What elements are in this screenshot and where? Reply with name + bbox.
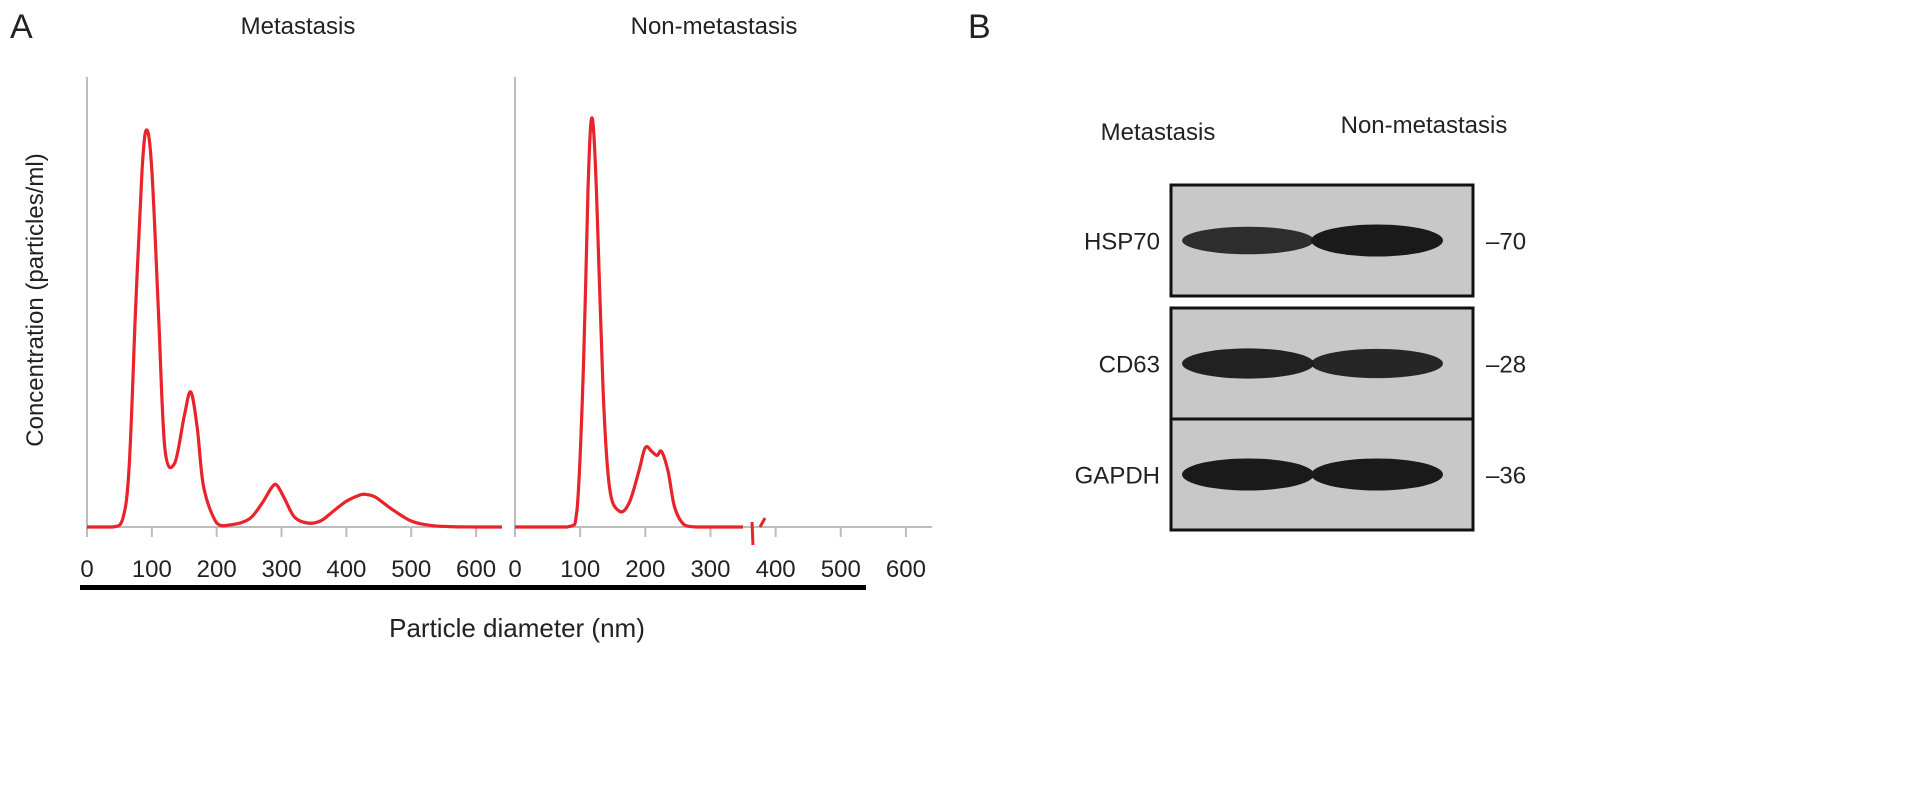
chart-title-non-metastasis: Non-metastasis bbox=[631, 13, 798, 40]
blot-band-lane-1 bbox=[1182, 458, 1314, 491]
x-tick-label-non-metastasis-500: 500 bbox=[821, 556, 861, 583]
blot-column-label-non-metastasis: Non-metastasis bbox=[1341, 112, 1508, 139]
blot-protein-label: CD63 bbox=[1099, 352, 1160, 379]
x-ticks-metastasis: 0 100 200 300 400 500 600 bbox=[80, 527, 496, 583]
x-axis-bracket-bar bbox=[80, 585, 866, 590]
x-tick-label-metastasis-200: 200 bbox=[197, 556, 237, 583]
axes bbox=[86, 77, 932, 528]
x-tick-label-non-metastasis-400: 400 bbox=[756, 556, 796, 583]
blot-marker-label: –70 bbox=[1486, 229, 1526, 256]
blot-band-lane-2 bbox=[1311, 458, 1443, 491]
western-blot-panel: HSP70 –70 CD63 –28 GAPDH –36 bbox=[1075, 183, 1526, 532]
x-axis-label: Particle diameter (nm) bbox=[389, 613, 645, 643]
x-tick-label-non-metastasis-0: 0 bbox=[508, 556, 521, 583]
blot-band-lane-1 bbox=[1182, 226, 1314, 255]
blot-marker-label: –36 bbox=[1486, 463, 1526, 490]
blot-band-lane-2 bbox=[1311, 224, 1443, 257]
x-tick-label-non-metastasis-100: 100 bbox=[560, 556, 600, 583]
x-tick-label-non-metastasis-600: 600 bbox=[886, 556, 926, 583]
chart-title-metastasis: Metastasis bbox=[241, 13, 356, 40]
panel-a-letter: A bbox=[10, 8, 33, 46]
panel-b-letter: B bbox=[968, 8, 991, 46]
x-tick-label-non-metastasis-200: 200 bbox=[625, 556, 665, 583]
series-line-non-metastasis bbox=[515, 116, 743, 529]
blot-marker-label: –28 bbox=[1486, 352, 1526, 379]
x-tick-label-metastasis-600: 600 bbox=[456, 556, 496, 583]
blot-protein-label: HSP70 bbox=[1084, 229, 1160, 256]
blot-protein-label: GAPDH bbox=[1075, 463, 1160, 490]
y-axis-label: Concentration (particles/ml) bbox=[22, 153, 49, 446]
blot-row-gapdh: GAPDH –36 bbox=[1075, 417, 1526, 532]
x-tick-label-metastasis-100: 100 bbox=[132, 556, 172, 583]
x-tick-label-metastasis-0: 0 bbox=[80, 556, 93, 583]
series-line-metastasis bbox=[87, 128, 502, 529]
blot-band-lane-2 bbox=[1311, 348, 1443, 379]
x-tick-label-metastasis-300: 300 bbox=[262, 556, 302, 583]
axis-break-marks bbox=[750, 517, 767, 546]
blot-row-cd63: CD63 –28 bbox=[1099, 306, 1526, 421]
x-tick-label-non-metastasis-300: 300 bbox=[690, 556, 730, 583]
x-tick-label-metastasis-400: 400 bbox=[326, 556, 366, 583]
x-tick-label-metastasis-500: 500 bbox=[391, 556, 431, 583]
blot-row-hsp70: HSP70 –70 bbox=[1084, 183, 1526, 298]
x-ticks-non-metastasis: 0 100 200 300 400 500 600 bbox=[508, 527, 926, 583]
blot-column-label-metastasis: Metastasis bbox=[1101, 119, 1216, 146]
blot-band-lane-1 bbox=[1182, 348, 1314, 379]
